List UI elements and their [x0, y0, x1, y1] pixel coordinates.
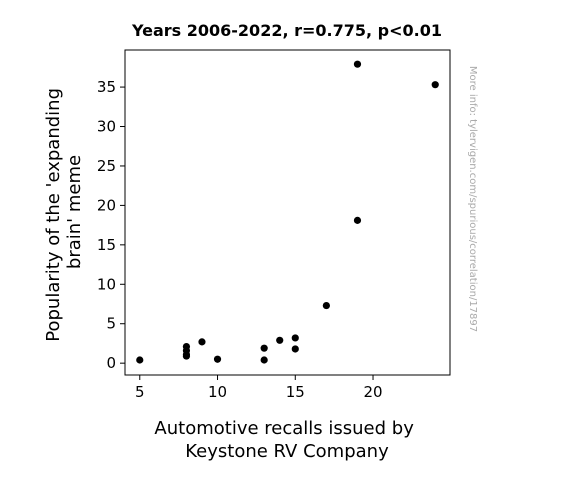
x-tick-label: 20 [363, 383, 382, 401]
x-axis-label: Automotive recalls issued by Keystone RV… [154, 418, 419, 462]
y-tick-label: 10 [97, 275, 116, 293]
y-tick-label: 15 [97, 236, 116, 254]
data-point [182, 343, 191, 351]
x-axis: 5 10 15 20 [135, 375, 383, 401]
y-tick-label: 0 [106, 354, 116, 372]
data-point [198, 338, 206, 346]
y-tick-label: 20 [97, 196, 116, 214]
y-tick-label: 25 [97, 157, 116, 175]
data-points [136, 60, 439, 364]
watermark: More info: tylervigen.com/spurious/corre… [467, 66, 478, 332]
data-point [431, 81, 439, 89]
y-tick-label: 5 [106, 315, 116, 333]
data-point [260, 356, 268, 364]
data-point [260, 344, 268, 352]
data-point [353, 60, 362, 68]
data-point [322, 301, 330, 310]
data-point [276, 336, 284, 344]
y-axis-label-line-2: brain' meme [64, 155, 85, 269]
x-tick-label: 10 [208, 383, 227, 401]
data-point [213, 355, 222, 363]
plot-area [124, 49, 451, 376]
x-tick-label: 15 [286, 383, 305, 401]
y-axis-label-line-1: Popularity of the 'expanding [43, 88, 64, 342]
data-point [136, 356, 144, 364]
x-tick-label: 5 [135, 383, 145, 401]
data-point [291, 334, 299, 342]
y-tick-label: 35 [97, 78, 116, 96]
y-tick-label: 30 [97, 118, 116, 136]
y-axis-label: Popularity of the 'expanding brain' meme [43, 82, 85, 341]
chart-title: Years 2006-2022, r=0.775, p<0.01 [131, 21, 442, 40]
data-point [291, 345, 299, 353]
y-axis: 0 5 10 15 20 25 30 35 [97, 78, 125, 372]
x-axis-label-line-2: Keystone RV Company [185, 441, 389, 462]
x-axis-label-line-1: Automotive recalls issued by [154, 418, 414, 439]
data-point [353, 216, 362, 224]
